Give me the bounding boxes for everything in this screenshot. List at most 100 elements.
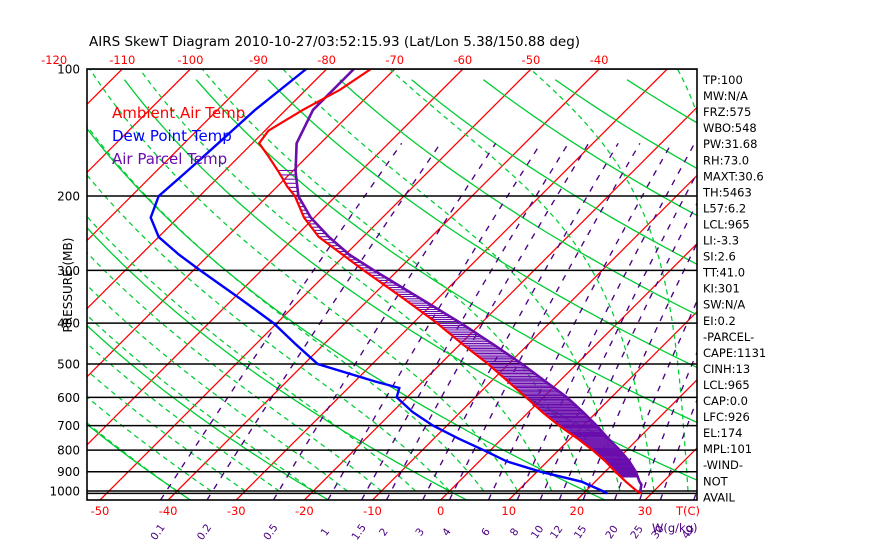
pressure-tick-label: 300: [57, 264, 80, 278]
index-lfc: LFC:926: [703, 410, 750, 424]
bottom-temp-tick-label: -50: [91, 504, 110, 518]
bottom-temp-tick-label: 30: [638, 504, 653, 518]
index-mw: MW:N/A: [703, 89, 748, 103]
index-wind2: AVAIL: [703, 490, 736, 504]
ambient-temp-curve: [257, 69, 642, 495]
legend-ambient-air-temp: Ambient Air Temp: [112, 104, 245, 122]
dry-adiabat-line: [123, 79, 697, 481]
isotherm-line: [576, 378, 697, 500]
index-lcl: LCL:965: [703, 217, 750, 231]
y-axis-label: PRESSURE (MB): [61, 238, 75, 333]
dry-adiabat-line: [195, 79, 697, 424]
index-wbo: WBO:548: [703, 121, 757, 135]
pressure-tick-label: 100: [57, 63, 80, 77]
saturated-adiabat-line: [89, 69, 519, 492]
plot-frame: [86, 68, 698, 501]
indices-panel: TP:100 MW:N/A FRZ:575 WBO:548 PW:31.68 RH:73.…: [702, 73, 766, 504]
index-cape: CAPE:1131: [703, 346, 766, 360]
index-frz: FRZ:575: [703, 105, 751, 119]
pressure-tick-label: 200: [57, 190, 80, 204]
index-th: TH:5463: [702, 185, 752, 199]
bottom-temp-tick-label: -10: [363, 504, 382, 518]
dry-adiabat-line: [339, 79, 697, 316]
pressure-axis: 100 200 300 400 500 600 700 800 900 1000: [49, 63, 80, 499]
pressure-tick-label: 700: [57, 419, 80, 433]
top-temp-tick-label: -80: [317, 53, 336, 67]
top-temp-tick-label: -40: [590, 53, 609, 67]
top-temp-tick-label: -100: [177, 53, 203, 67]
cape-shading: [277, 169, 638, 478]
saturated-adiabat-line: [87, 215, 416, 492]
dry-adiabat-line: [411, 79, 697, 266]
pressure-tick-label: 600: [57, 391, 80, 405]
legend-air-parcel-temp: Air Parcel Temp: [112, 150, 227, 168]
isotherm-line: [372, 174, 697, 500]
x-axis-label-temp: T(C): [675, 504, 700, 518]
saturated-adiabat-line: [87, 251, 382, 492]
page-title: AIRS SkewT Diagram 2010-10-27/03:52:15.9…: [89, 34, 580, 50]
top-temp-tick-label: -50: [522, 53, 541, 67]
dry-adiabat-line: [87, 324, 329, 500]
bottom-temp-tick-label: -40: [159, 504, 178, 518]
index-cap: CAP:0.0: [703, 394, 748, 408]
isotherm-line: [87, 69, 259, 242]
bottom-temp-tick-label: -30: [227, 504, 246, 518]
saturated-adiabat-line: [87, 174, 451, 492]
index-wind-hdr: -WIND-: [703, 458, 743, 472]
top-temp-tick-label: -110: [109, 53, 135, 67]
legend: Ambient Air Temp Dew Point Temp Air Parcel…: [112, 104, 245, 168]
index-wind1: NOT: [703, 474, 729, 488]
bottom-temp-tick-label: 10: [501, 504, 516, 518]
index-el: EL:174: [703, 426, 743, 440]
index-parcel-hdr: -PARCEL-: [703, 330, 754, 344]
top-temp-tick-label: -70: [385, 53, 404, 67]
isotherm-line: [303, 106, 697, 500]
index-maxt: MAXT:30.6: [703, 169, 764, 183]
isotherm-line: [235, 69, 668, 500]
dry-adiabat-line: [87, 226, 467, 500]
index-lcl2: LCL:965: [703, 378, 750, 392]
index-tt: TT:41.0: [702, 266, 745, 280]
parcel-temp-curve: [294, 69, 643, 494]
index-tp: TP:100: [702, 73, 743, 87]
index-pw: PW:31.68: [703, 137, 757, 151]
index-sw: SW:N/A: [703, 298, 745, 312]
pressure-tick-label: 800: [57, 444, 80, 458]
x-axis-label-mixing: W(g/kg): [652, 521, 697, 535]
pressure-tick-label: 1000: [49, 485, 80, 499]
sounding-curves: [149, 69, 643, 495]
index-cinh: CINH:13: [703, 362, 750, 376]
dry-adiabat-line: [87, 127, 606, 500]
top-temperature-axis: -120 -110 -100 -90 -80 -70 -60 -50 -40: [41, 53, 608, 67]
index-si: SI:2.6: [703, 250, 736, 264]
saturated-adiabat-line: [87, 124, 485, 492]
bottom-temp-tick-label: -20: [295, 504, 314, 518]
top-temp-tick-label: -120: [41, 53, 67, 67]
dry-adiabat-line: [267, 79, 697, 369]
saturated-adiabat-line: [529, 69, 689, 492]
legend-dew-point-temp: Dew Point Temp: [112, 127, 232, 145]
pressure-tick-label: 400: [57, 317, 80, 331]
saturated-adiabat-line: [87, 342, 280, 492]
bottom-temperature-axis: -50 -40 -30 -20 -10 0 10 20 30: [91, 504, 653, 518]
isotherm-line: [87, 69, 396, 378]
top-temp-tick-label: -90: [249, 53, 268, 67]
index-mpl: MPL:101: [703, 442, 752, 456]
bottom-temp-tick-label: 20: [570, 504, 585, 518]
pressure-tick-label: 500: [57, 358, 80, 372]
index-rh: RH:73.0: [703, 153, 749, 167]
isotherm-line: [87, 69, 464, 446]
index-ki: KI:301: [703, 282, 740, 296]
saturated-adiabat-line: [87, 369, 246, 492]
isotherm-line: [99, 69, 532, 500]
saturated-adiabat-line: [87, 284, 348, 492]
bottom-temp-tick-label: 0: [437, 504, 444, 518]
index-l57: L57:6.2: [703, 201, 746, 215]
index-li: LI:-3.3: [703, 234, 739, 248]
top-temp-tick-label: -60: [453, 53, 472, 67]
dewpoint-curve: [149, 69, 608, 495]
isotherm-line: [87, 69, 191, 174]
